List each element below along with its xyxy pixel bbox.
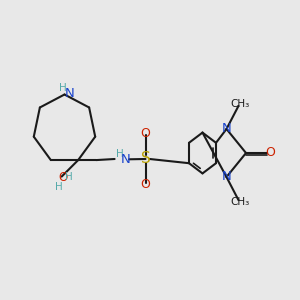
Text: H: H xyxy=(116,149,124,160)
Text: O: O xyxy=(141,178,150,191)
Text: H: H xyxy=(56,182,63,192)
Text: CH₃: CH₃ xyxy=(231,99,250,110)
Text: N: N xyxy=(222,122,231,136)
Text: N: N xyxy=(121,153,130,166)
Text: O: O xyxy=(141,127,150,140)
Text: S: S xyxy=(141,152,150,166)
Text: O: O xyxy=(266,146,275,160)
Text: N: N xyxy=(222,170,231,184)
Text: N: N xyxy=(65,87,75,100)
Text: O: O xyxy=(58,171,67,184)
Text: CH₃: CH₃ xyxy=(231,196,250,207)
Text: H: H xyxy=(65,172,73,182)
Text: H: H xyxy=(59,83,67,93)
